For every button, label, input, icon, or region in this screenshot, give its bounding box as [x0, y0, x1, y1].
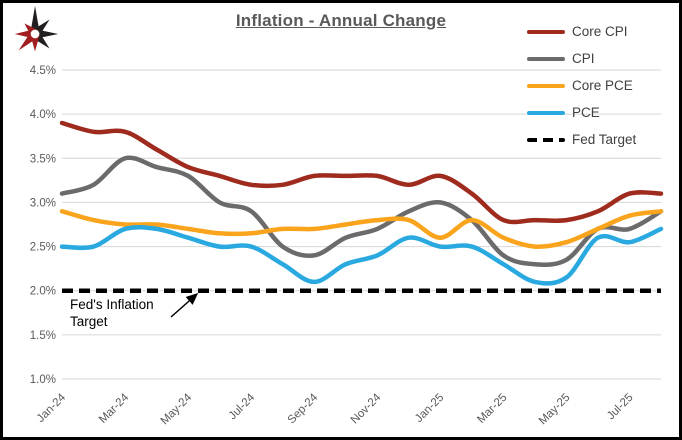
series-line-cpi [59, 155, 664, 267]
legend-label: CPI [572, 51, 595, 66]
x-tick-label: Mar-25 [475, 392, 509, 426]
legend-swatch-cpi [527, 56, 565, 61]
x-tick-label: Mar-24 [97, 391, 132, 426]
x-tick-label: May-25 [537, 392, 573, 428]
y-axis-tick-labels: 4.5% 4.0% 3.5% 3.0% 2.5% 2.0% 1.5% 1.0% [30, 65, 56, 386]
legend-label: Fed Target [572, 132, 637, 147]
compass-star-logo [14, 5, 59, 52]
x-tick-label: Sep-24 [286, 391, 321, 426]
legend-swatch-pce [527, 110, 565, 115]
annotation-line-1: Fed's Inflation [70, 297, 154, 312]
y-tick-label: 2.0% [30, 286, 56, 298]
y-tick-label: 4.5% [30, 65, 56, 77]
legend-label: PCE [572, 105, 600, 120]
fed-target-annotation: Fed's Inflation Target [70, 296, 154, 330]
legend-item-pce: PCE [527, 99, 636, 126]
y-tick-label: 2.5% [30, 242, 56, 254]
annotation-line-2: Target [70, 314, 108, 329]
legend-swatch-fed-target [527, 137, 565, 142]
y-tick-label: 3.5% [30, 153, 56, 165]
x-tick-label: Jan-25 [413, 392, 446, 425]
legend-swatch-core-pce [527, 83, 565, 88]
series-lines [59, 120, 664, 286]
x-tick-label: Jul-25 [605, 392, 636, 423]
y-tick-label: 3.0% [30, 197, 56, 209]
legend-label: Core CPI [572, 24, 628, 39]
x-tick-label: Jan-24 [35, 391, 69, 425]
y-tick-label: 4.0% [30, 109, 56, 121]
legend-item-core-cpi: Core CPI [527, 18, 636, 45]
chart-title: Inflation - Annual Change [235, 11, 447, 30]
star-point-north [30, 5, 40, 34]
x-tick-label: May-24 [159, 391, 195, 427]
series-line-core-pce [59, 209, 664, 249]
x-tick-label: Jul-24 [227, 391, 258, 422]
legend-item-fed-target: Fed Target [527, 126, 636, 153]
x-axis-tick-labels: Jan-24 Mar-24 May-24 Jul-24 Sep-24 Nov-24 Jan-… [35, 391, 636, 427]
legend-label: Core PCE [572, 78, 633, 93]
chart-legend: Core CPI CPI Core PCE PCE Fed Target [527, 18, 636, 153]
y-tick-label: 1.5% [30, 330, 56, 342]
legend-item-cpi: CPI [527, 45, 636, 72]
x-tick-label: Nov-24 [349, 391, 384, 426]
legend-swatch-core-cpi [527, 29, 565, 34]
series-line-pce [59, 224, 664, 286]
star-center [30, 29, 40, 39]
legend-item-core-pce: Core PCE [527, 72, 636, 99]
annotation-arrow [170, 293, 199, 318]
y-tick-label: 1.0% [30, 374, 56, 386]
series-line-core-cpi [59, 120, 664, 225]
